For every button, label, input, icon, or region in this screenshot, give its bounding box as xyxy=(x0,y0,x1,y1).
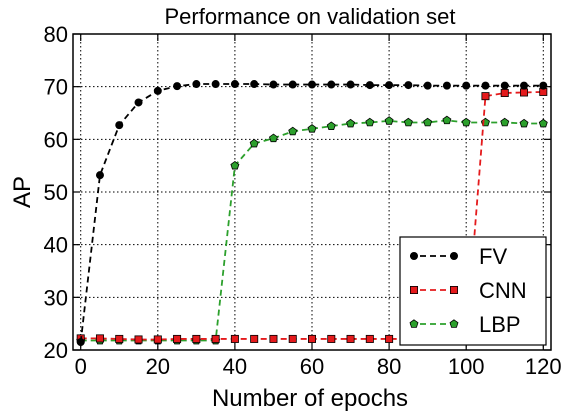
x-tick-label: 20 xyxy=(146,354,170,379)
legend-marker-fv xyxy=(409,251,418,260)
data-point-cnn xyxy=(500,88,509,97)
data-point-fv xyxy=(500,81,509,90)
data-point-cnn xyxy=(288,334,297,343)
data-point-fv xyxy=(211,80,220,89)
data-point-fv xyxy=(230,80,239,89)
data-point-fv xyxy=(423,81,432,90)
x-tick-label: 120 xyxy=(525,354,562,379)
data-point-fv xyxy=(269,80,278,89)
data-point-fv xyxy=(307,80,316,89)
x-tick-label: 40 xyxy=(223,354,247,379)
data-point-lbp xyxy=(307,124,317,133)
x-tick-label: 80 xyxy=(377,354,401,379)
data-point-lbp xyxy=(403,117,413,127)
legend-label-fv: FV xyxy=(479,244,507,269)
data-point-cnn xyxy=(230,334,239,343)
data-point-cnn xyxy=(211,334,220,343)
data-point-fv xyxy=(539,81,548,90)
legend: FV CNN LBP xyxy=(399,236,547,346)
data-point-fv xyxy=(404,81,413,90)
data-point-fv xyxy=(365,81,374,90)
x-tick-label: 100 xyxy=(448,354,485,379)
data-point-fv xyxy=(327,80,336,89)
data-point-lbp xyxy=(442,115,452,125)
data-point-cnn xyxy=(173,334,182,343)
data-point-cnn xyxy=(365,334,374,343)
data-point-lbp xyxy=(268,133,278,143)
series-fv xyxy=(76,80,548,347)
data-point-fv xyxy=(346,80,355,89)
data-point-cnn xyxy=(269,334,278,343)
data-point-fv xyxy=(520,81,529,90)
data-point-cnn xyxy=(327,334,336,343)
legend-label-cnn: CNN xyxy=(479,278,527,303)
data-point-lbp xyxy=(500,117,510,127)
data-point-cnn xyxy=(134,335,143,344)
x-axis-label: Number of epochs xyxy=(212,385,408,412)
data-point-cnn xyxy=(115,334,124,343)
data-point-fv xyxy=(288,80,297,89)
data-point-fv xyxy=(250,80,259,89)
data-point-lbp xyxy=(519,118,529,128)
data-point-lbp xyxy=(538,118,548,128)
x-tick-label: 60 xyxy=(300,354,324,379)
data-point-fv xyxy=(192,80,201,89)
data-point-cnn xyxy=(481,92,490,101)
data-point-lbp xyxy=(230,160,240,170)
y-tick-label: 80 xyxy=(44,22,68,47)
data-point-cnn xyxy=(153,335,162,344)
data-point-lbp xyxy=(365,117,375,127)
data-point-lbp xyxy=(423,117,433,127)
legend-marker-lbp xyxy=(449,319,459,328)
data-point-fv xyxy=(134,98,143,107)
data-point-fv xyxy=(95,171,104,180)
y-tick-label: 70 xyxy=(44,75,68,100)
data-point-cnn xyxy=(192,334,201,343)
data-point-cnn xyxy=(385,334,394,343)
legend-box xyxy=(399,236,547,346)
axis-ticks: 0 20 40 60 80 100 120 20 30 40 50 60 70 80 xyxy=(44,22,562,379)
data-point-fv xyxy=(442,81,451,90)
y-tick-label: 30 xyxy=(44,285,68,310)
y-tick-label: 40 xyxy=(44,233,68,258)
x-tick-label: 0 xyxy=(75,354,87,379)
legend-marker-cnn xyxy=(449,285,458,294)
data-point-lbp xyxy=(249,138,259,148)
data-point-lbp xyxy=(384,116,394,125)
data-point-fv xyxy=(115,121,124,130)
data-point-cnn xyxy=(520,88,529,97)
data-point-fv xyxy=(173,82,182,91)
data-point-cnn xyxy=(250,334,259,343)
data-point-fv xyxy=(153,86,162,95)
legend-marker-cnn xyxy=(409,285,418,294)
legend-marker-lbp xyxy=(409,319,419,328)
data-point-cnn xyxy=(307,334,316,343)
data-point-lbp xyxy=(346,118,356,128)
legend-marker-fv xyxy=(449,251,458,260)
data-point-fv xyxy=(481,81,490,90)
y-axis-label: AP xyxy=(9,176,36,208)
y-tick-label: 60 xyxy=(44,127,68,152)
data-point-lbp xyxy=(288,126,298,136)
y-tick-label: 50 xyxy=(44,180,68,205)
data-point-cnn xyxy=(95,334,104,343)
data-point-fv xyxy=(385,81,394,90)
data-point-fv xyxy=(462,81,471,90)
y-tick-label: 20 xyxy=(44,338,68,363)
data-point-cnn xyxy=(346,334,355,343)
chart-title: Performance on validation set xyxy=(164,4,455,29)
data-point-lbp xyxy=(461,117,471,127)
legend-label-lbp: LBP xyxy=(479,312,521,337)
data-point-lbp xyxy=(326,121,336,130)
